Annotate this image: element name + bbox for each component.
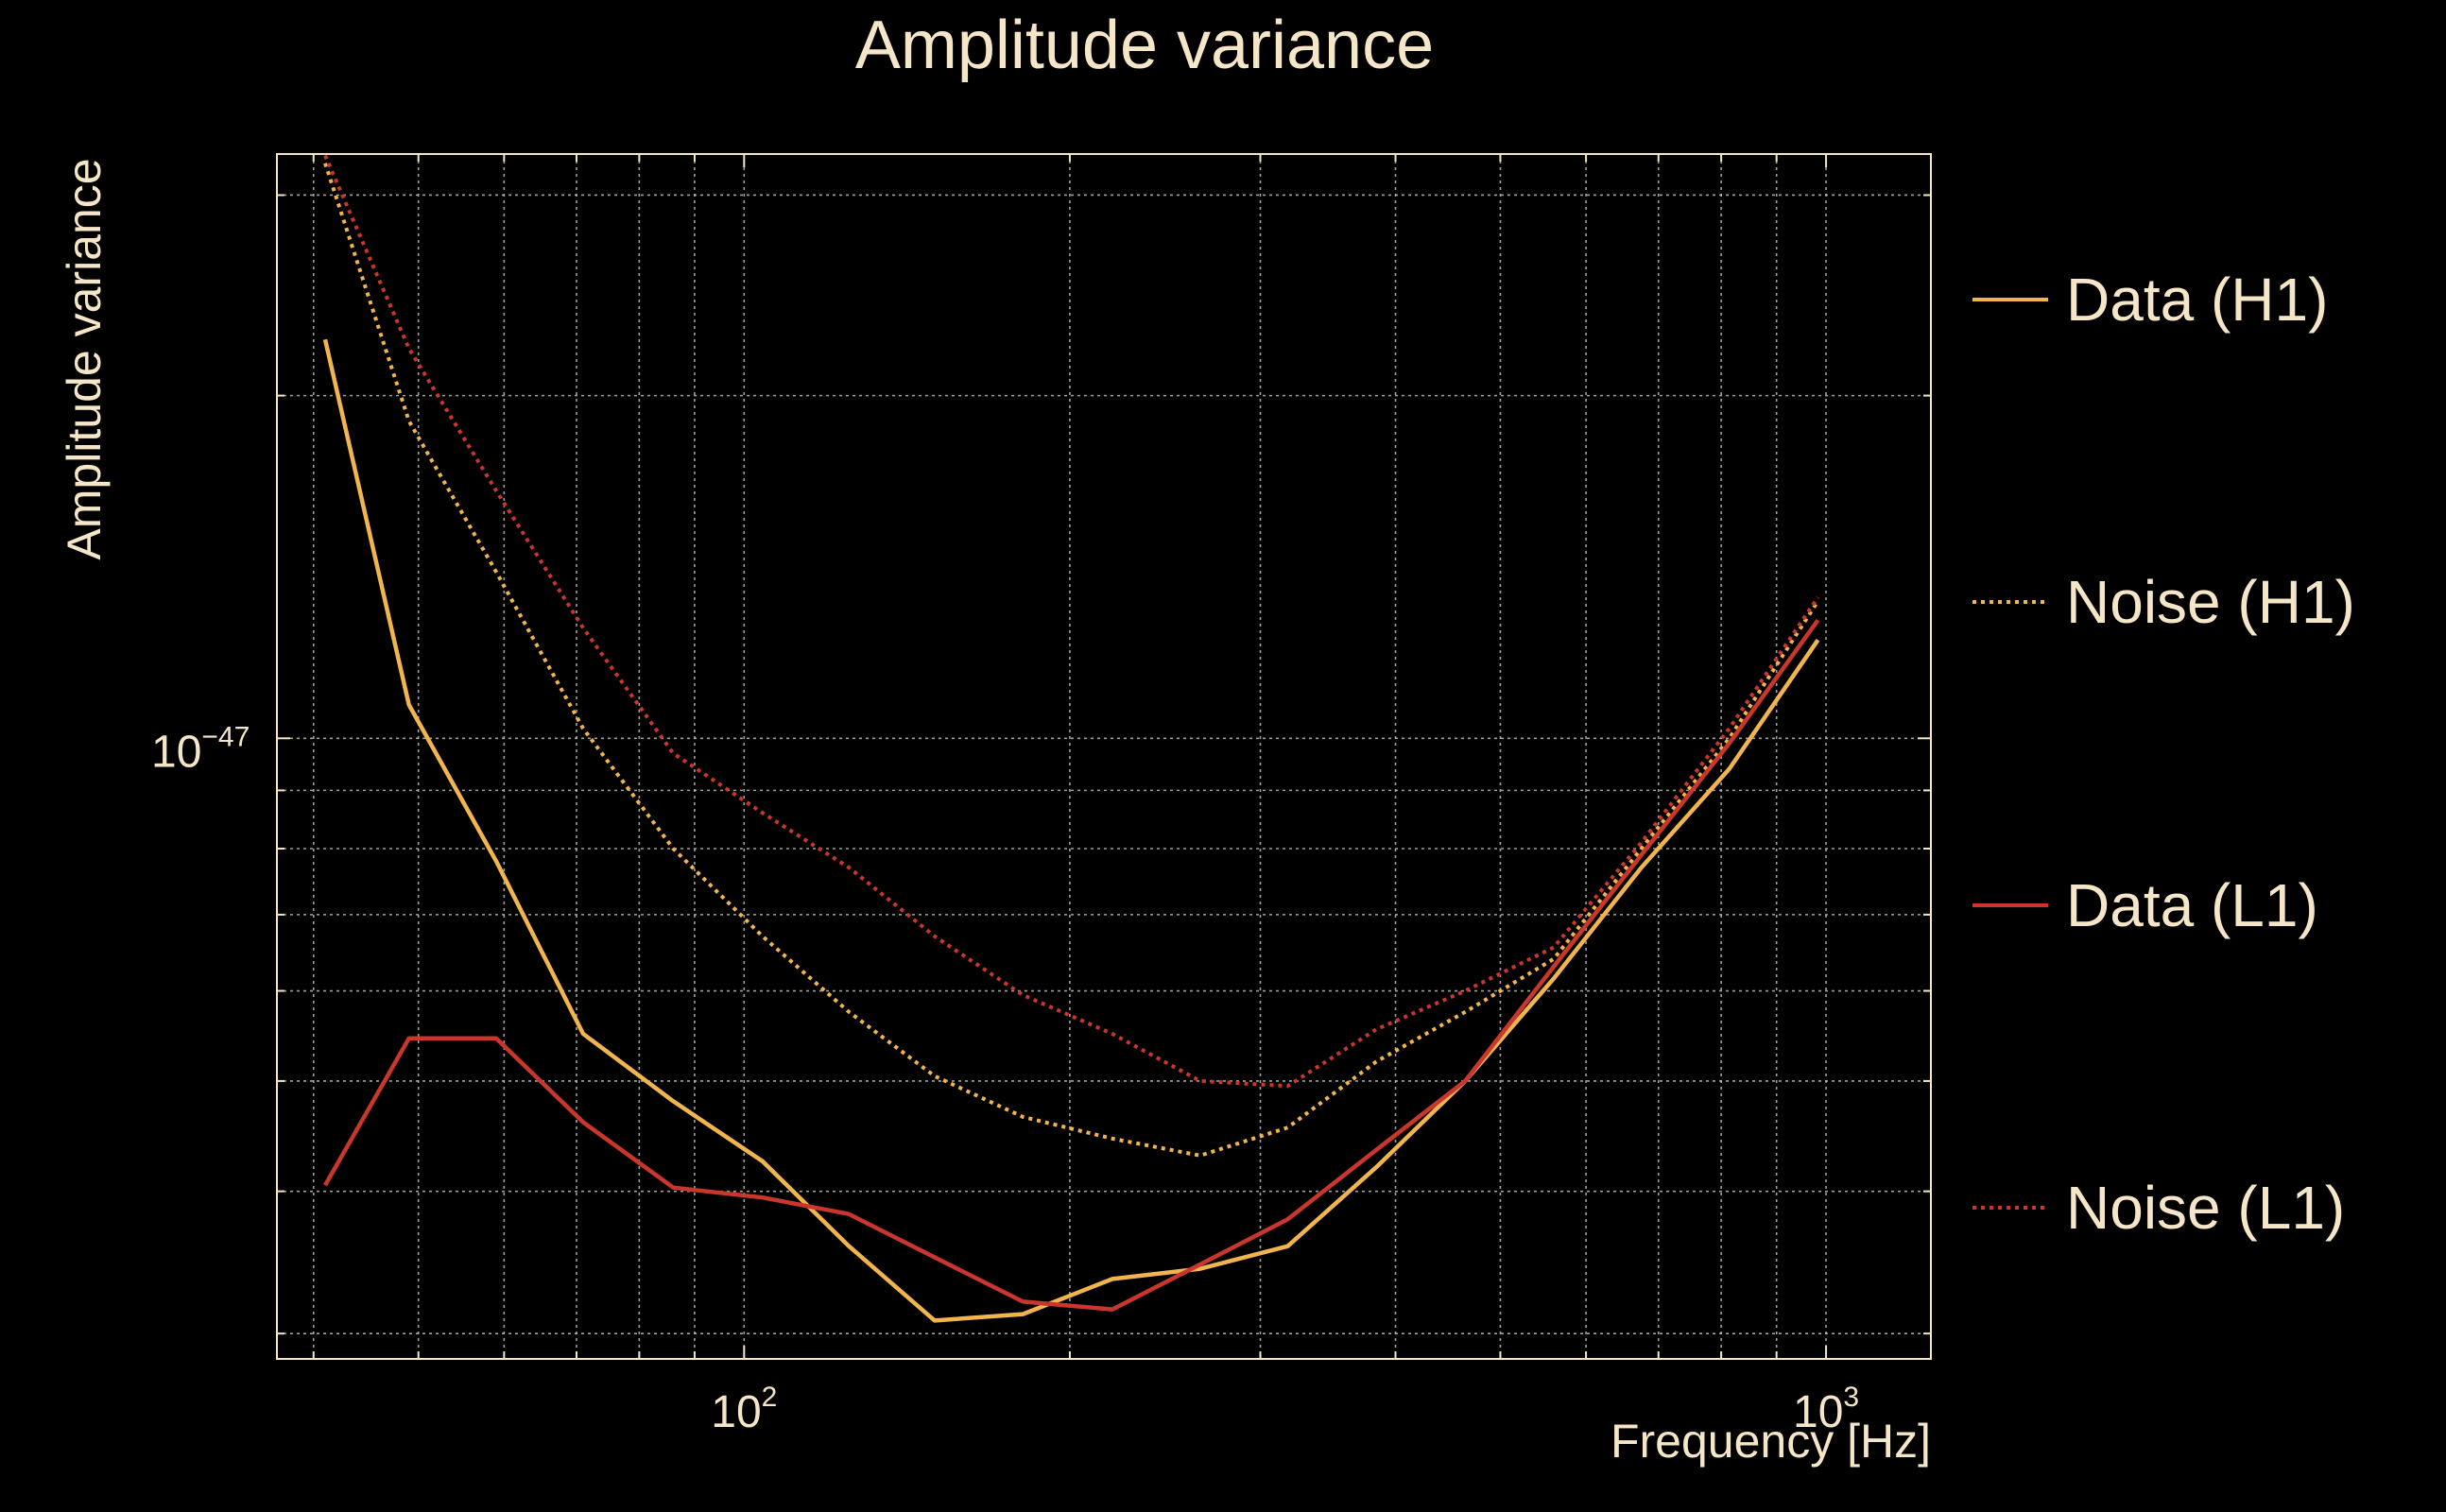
legend-label-noise-l1: Noise (L1) bbox=[2066, 1174, 2345, 1242]
grid-layer bbox=[277, 154, 1931, 1359]
y-tick-label: 10−47 bbox=[151, 721, 250, 777]
legend-label-noise-h1: Noise (H1) bbox=[2066, 568, 2355, 636]
plot-frame bbox=[276, 153, 1932, 1360]
x-tick-label: 103 bbox=[1793, 1382, 1859, 1437]
y-axis-label: Amplitude variance bbox=[58, 158, 111, 559]
legend: Data (H1) Noise (H1) Data (L1) Noise (L1) bbox=[1972, 266, 2355, 1242]
series-line-data-h1 bbox=[322, 338, 1820, 1323]
legend-label-data-h1: Data (H1) bbox=[2066, 266, 2328, 334]
series-line-noise-l1 bbox=[323, 154, 1820, 1089]
x-tick-label: 102 bbox=[711, 1382, 777, 1437]
legend-label-data-l1: Data (L1) bbox=[2066, 871, 2318, 939]
chart-title: Amplitude variance bbox=[855, 8, 1434, 83]
series-layer bbox=[322, 154, 1820, 1323]
tick-layer: 102 103 10−47 bbox=[151, 154, 1931, 1437]
series-line-data-l1 bbox=[323, 618, 1820, 1312]
x-axis-label: Frequency [Hz] bbox=[1611, 1415, 1931, 1468]
series-line-noise-h1 bbox=[323, 163, 1820, 1158]
